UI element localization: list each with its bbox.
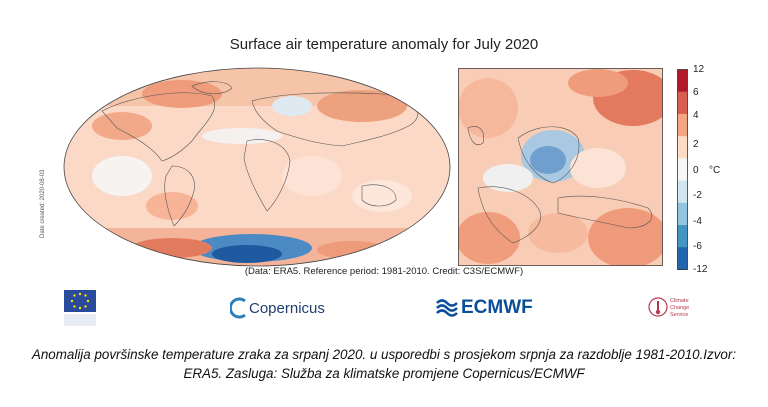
colorbar-tick-4: 0 (693, 165, 699, 176)
colorbar-scale (677, 69, 688, 270)
colorbar-segment (677, 225, 688, 248)
copernicus-logo: Copernicus (230, 288, 325, 328)
map-title: Surface air temperature anomaly for July… (229, 36, 539, 53)
colorbar-segment (677, 180, 688, 204)
colorbar-tick-1: 6 (693, 87, 699, 98)
colorbar-segment (677, 113, 688, 137)
colorbar-tick-8: -12 (693, 264, 708, 275)
logo-strip: Copernicus ECMWF Climate Change Service (0, 288, 768, 328)
europe-anomaly-map (458, 68, 663, 266)
copernicus-c-icon (230, 297, 246, 319)
colorbar-tick-3: 2 (693, 139, 699, 150)
date-created-label: Date created: 2020-08-03 (40, 169, 46, 238)
eu-flag-icon (64, 290, 96, 326)
data-credit-line: (Data: ERA5. Reference period: 1981-2010… (244, 266, 524, 277)
colorbar-segment (677, 69, 688, 93)
world-anomaly-map (63, 67, 451, 267)
colorbar-segment (677, 91, 688, 115)
colorbar-segment (677, 136, 688, 159)
colorbar-tick-5: -2 (693, 190, 702, 201)
colorbar-segment (677, 247, 688, 270)
colorbar-tick-7: -6 (693, 241, 702, 252)
copernicus-wordmark: Copernicus (249, 299, 325, 317)
colorbar-segment (677, 202, 688, 226)
ecmwf-wave-icon (436, 299, 458, 317)
c3s-logo: Climate Change Service (648, 288, 706, 328)
c3s-wordmark: Climate Change Service (670, 297, 690, 318)
eu-logo (64, 288, 96, 328)
colorbar-unit: °C (709, 165, 721, 176)
colorbar-segment (677, 158, 688, 182)
ecmwf-logo: ECMWF (436, 288, 533, 328)
colorbar: 12 6 4 2 0 °C -2 -4 -6 -12 (677, 64, 747, 275)
caption: Anomalija površinske temperature zraka z… (31, 347, 737, 381)
ecmwf-wordmark: ECMWF (461, 297, 533, 318)
thermometer-icon (648, 297, 668, 317)
colorbar-tick-2: 4 (693, 110, 699, 121)
colorbar-tick-0: 12 (693, 64, 705, 75)
colorbar-tick-6: -4 (693, 216, 702, 227)
